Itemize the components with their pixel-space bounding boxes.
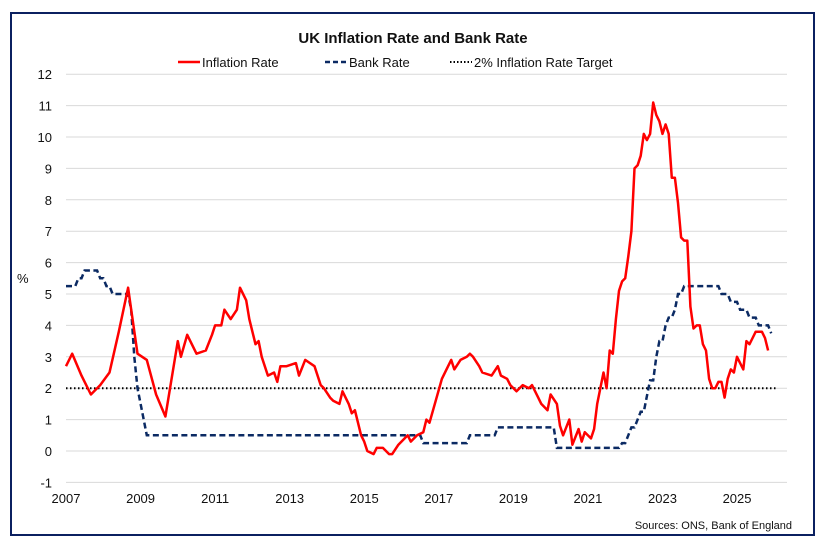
source-note: Sources: ONS, Bank of England xyxy=(635,520,792,532)
y-axis-label: % xyxy=(17,271,29,286)
chart-frame xyxy=(10,12,815,536)
legend-inflation-label: Inflation Rate xyxy=(202,55,279,70)
legend-target-label: 2% Inflation Rate Target xyxy=(474,55,613,70)
y-tick-label: 9 xyxy=(45,161,52,176)
x-tick-label: 2009 xyxy=(126,491,155,506)
y-tick-label: 8 xyxy=(45,193,52,208)
x-tick-label: 2015 xyxy=(350,491,379,506)
y-tick-label: 3 xyxy=(45,350,52,365)
y-tick-label: 1 xyxy=(45,413,52,428)
chart-title: UK Inflation Rate and Bank Rate xyxy=(298,30,527,47)
x-tick-label: 2025 xyxy=(723,491,752,506)
x-tick-label: 2017 xyxy=(424,491,453,506)
x-tick-label: 2021 xyxy=(573,491,602,506)
x-tick-label: 2019 xyxy=(499,491,528,506)
x-tick-label: 2007 xyxy=(52,491,81,506)
y-tick-label: 2 xyxy=(45,381,52,396)
y-tick-label: 5 xyxy=(45,287,52,302)
inflation-rate-line xyxy=(64,101,770,456)
y-tick-label: 10 xyxy=(38,130,52,145)
y-tick-label: 6 xyxy=(45,256,52,271)
y-tick-label: 0 xyxy=(45,444,52,459)
legend-bank-label: Bank Rate xyxy=(349,55,410,70)
y-tick-label: 12 xyxy=(38,67,52,82)
x-tick-label: 2013 xyxy=(275,491,304,506)
y-tick-label: 7 xyxy=(45,224,52,239)
x-tick-label: 2011 xyxy=(201,491,229,506)
x-tick-label: 2023 xyxy=(648,491,677,506)
legend: Inflation Rate Bank Rate 2% Inflation Ra… xyxy=(178,55,613,70)
y-tick-label: 4 xyxy=(45,318,52,333)
bank-rate-line xyxy=(66,269,773,450)
y-tick-label: 11 xyxy=(39,99,53,114)
y-tick-label: -1 xyxy=(40,475,52,490)
